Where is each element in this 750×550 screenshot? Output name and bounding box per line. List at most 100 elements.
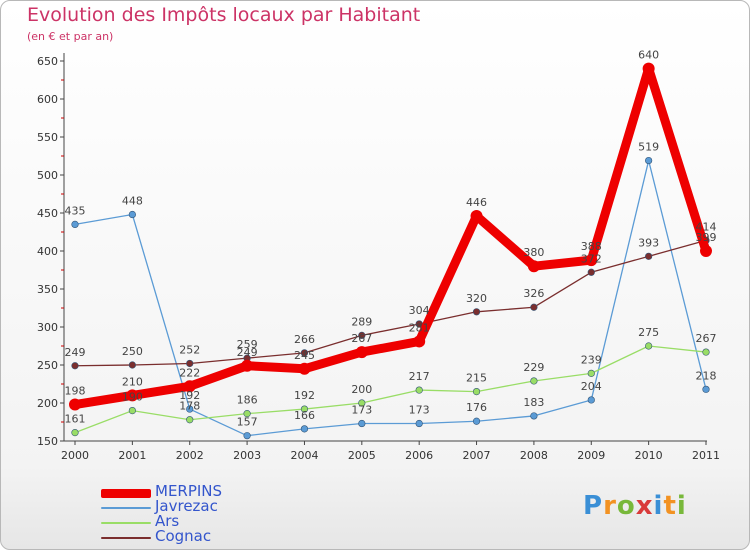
data-point-javrezac xyxy=(645,156,653,165)
data-point-javrezac xyxy=(358,419,366,428)
data-label-javrezac: 192 xyxy=(179,389,200,402)
data-point-cognac xyxy=(358,331,366,339)
x-tick-label: 2010 xyxy=(635,449,663,462)
data-point-ars xyxy=(702,348,710,356)
data-point-ars xyxy=(186,416,194,424)
data-point-javrezac xyxy=(128,210,136,219)
data-point-merpins xyxy=(69,398,81,411)
data-label-merpins: 222 xyxy=(179,366,200,379)
data-label-cognac: 250 xyxy=(122,345,143,358)
data-point-ars xyxy=(472,388,481,396)
x-tick-label: 2000 xyxy=(61,449,89,462)
data-point-javrezac xyxy=(587,396,595,404)
data-label-merpins: 249 xyxy=(237,346,258,359)
data-label-merpins: 446 xyxy=(466,196,487,209)
data-label-cognac: 320 xyxy=(466,292,487,305)
series-line-javrezac xyxy=(74,159,707,437)
x-tick-label: 2009 xyxy=(577,449,605,462)
y-tick-label: 200 xyxy=(37,397,58,410)
data-point-cognac xyxy=(71,362,79,370)
data-point-merpins xyxy=(126,389,139,402)
data-label-cognac: 414 xyxy=(696,220,717,233)
y-tick-label: 450 xyxy=(37,207,58,220)
data-label-ars: 215 xyxy=(466,372,487,385)
x-tick-label: 2004 xyxy=(290,449,318,462)
series-line-cognac xyxy=(74,239,707,367)
data-label-ars: 192 xyxy=(294,389,315,402)
x-tick-label: 2005 xyxy=(348,449,376,462)
data-point-javrezac xyxy=(186,405,194,413)
data-label-javrezac: 218 xyxy=(696,369,717,382)
data-label-javrezac: 173 xyxy=(351,404,372,417)
data-label-javrezac: 448 xyxy=(122,195,143,208)
y-tick-label: 550 xyxy=(37,131,58,144)
y-tick-label: 650 xyxy=(37,55,58,68)
legend-label-javrezac: Javrezac xyxy=(155,497,218,515)
data-point-cognac xyxy=(300,349,309,357)
data-point-cognac xyxy=(645,252,653,260)
data-point-javrezac xyxy=(243,432,251,440)
y-tick-label: 300 xyxy=(37,321,58,334)
data-label-javrezac: 157 xyxy=(237,416,258,429)
data-label-cognac: 252 xyxy=(179,343,200,356)
data-point-javrezac xyxy=(415,419,423,428)
data-point-merpins xyxy=(642,62,655,75)
data-point-merpins xyxy=(413,335,426,348)
data-point-cognac xyxy=(530,303,538,311)
data-label-cognac: 326 xyxy=(523,287,544,300)
y-tick-label: 400 xyxy=(37,245,58,258)
data-label-cognac: 289 xyxy=(351,315,372,328)
data-point-ars xyxy=(645,342,653,350)
data-label-cognac: 393 xyxy=(638,236,659,249)
data-point-merpins xyxy=(183,380,196,393)
data-point-javrezac xyxy=(300,425,309,433)
series-line-ars xyxy=(74,345,707,434)
data-label-cognac: 304 xyxy=(409,304,430,317)
data-point-cognac xyxy=(128,361,136,369)
logo-letter: r xyxy=(603,491,617,521)
x-tick-label: 2002 xyxy=(176,449,204,462)
legend-label-merpins: MERPINS xyxy=(155,482,223,500)
data-label-javrezac: 435 xyxy=(65,204,86,217)
proxiti-logo: Proxiti xyxy=(583,491,687,521)
data-point-merpins xyxy=(585,254,598,267)
legend-swatch-merpins xyxy=(101,489,151,498)
data-label-ars: 186 xyxy=(237,394,258,407)
data-label-javrezac: 204 xyxy=(581,380,602,393)
data-point-merpins xyxy=(470,210,483,223)
data-point-cognac xyxy=(587,268,595,276)
data-point-javrezac xyxy=(472,417,481,425)
data-point-cognac xyxy=(472,308,481,316)
data-point-javrezac xyxy=(530,412,538,420)
data-label-javrezac: 166 xyxy=(294,409,315,422)
data-label-merpins: 245 xyxy=(294,349,315,362)
data-label-javrezac: 173 xyxy=(409,404,430,417)
data-label-merpins: 380 xyxy=(523,246,544,259)
data-point-cognac xyxy=(186,359,194,368)
data-point-ars xyxy=(415,386,423,394)
data-label-merpins: 640 xyxy=(638,49,659,62)
data-point-ars xyxy=(587,369,595,377)
data-point-ars xyxy=(300,405,309,413)
logo-letter: x xyxy=(635,491,654,521)
data-label-javrezac: 176 xyxy=(466,401,487,414)
data-label-ars: 275 xyxy=(638,326,659,339)
series-line-merpins xyxy=(70,64,711,410)
logo-letter: i xyxy=(676,491,687,521)
data-point-ars xyxy=(71,429,79,437)
legend-swatch-ars xyxy=(101,522,151,524)
data-point-merpins xyxy=(527,260,540,273)
data-point-javrezac xyxy=(702,385,710,393)
chart-subtitle: (en € et par an) xyxy=(27,30,114,43)
x-tick-label: 2001 xyxy=(118,449,146,462)
x-tick-label: 2011 xyxy=(692,449,720,462)
logo-letter: P xyxy=(583,491,604,521)
data-label-ars: 217 xyxy=(409,370,430,383)
y-tick-label: 150 xyxy=(37,435,58,448)
data-label-merpins: 267 xyxy=(351,332,372,345)
logo-letter: i xyxy=(653,491,664,521)
data-label-ars: 178 xyxy=(179,400,200,413)
data-point-merpins xyxy=(241,359,254,372)
